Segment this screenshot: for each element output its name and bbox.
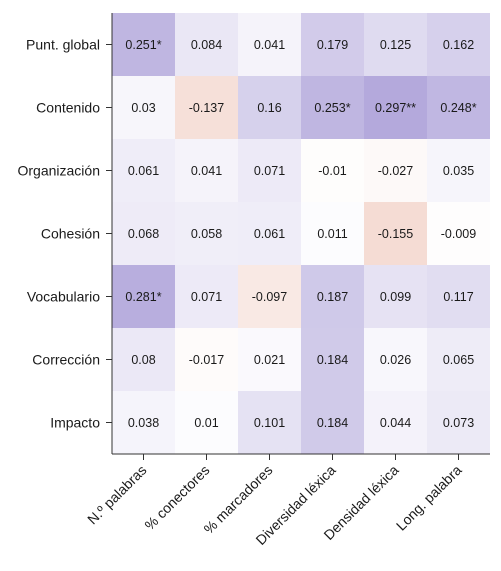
cell-value-label: 0.184 [317, 353, 348, 367]
heatmap-cell [301, 76, 364, 139]
heatmap-cell [112, 139, 175, 202]
heatmap-cell [427, 391, 490, 454]
heatmap-cell [364, 139, 427, 202]
heatmap-cell [112, 76, 175, 139]
heatmap-cell [427, 202, 490, 265]
heatmap-cell [175, 139, 238, 202]
cell-value-label: 0.068 [128, 227, 159, 241]
cell-value-label: 0.065 [443, 353, 474, 367]
x-tick-label: N.º palabras [84, 462, 150, 528]
heatmap-cell [427, 328, 490, 391]
x-tick-label: Long. palabra [393, 462, 465, 534]
heatmap-cell [238, 139, 301, 202]
cell-value-label: 0.071 [191, 290, 222, 304]
cell-value-label: 0.162 [443, 38, 474, 52]
cell-value-label: 0.297** [375, 101, 416, 115]
heatmap-cell [427, 139, 490, 202]
heatmap-cell [238, 265, 301, 328]
cell-value-label: 0.16 [257, 101, 281, 115]
heatmap-cell [112, 265, 175, 328]
cell-value-label: -0.137 [189, 101, 224, 115]
cell-value-label: -0.01 [318, 164, 347, 178]
cell-value-label: 0.187 [317, 290, 348, 304]
cell-value-label: 0.061 [128, 164, 159, 178]
y-tick-label: Punt. global [26, 37, 100, 53]
heatmap-cell [301, 391, 364, 454]
cell-value-label: -0.155 [378, 227, 413, 241]
heatmap-cell [112, 391, 175, 454]
heatmap-cell [301, 328, 364, 391]
heatmap-cell [238, 13, 301, 76]
cell-value-label: 0.041 [254, 38, 285, 52]
cell-value-label: 0.184 [317, 416, 348, 430]
cell-value-label: 0.038 [128, 416, 159, 430]
cell-value-label: 0.026 [380, 353, 411, 367]
cell-value-label: -0.009 [441, 227, 476, 241]
heatmap-cell [301, 202, 364, 265]
cell-value-label: 0.044 [380, 416, 411, 430]
cell-value-label: 0.281* [125, 290, 161, 304]
cell-value-label: -0.017 [189, 353, 224, 367]
cell-value-label: 0.251* [125, 38, 161, 52]
cell-value-label: 0.117 [443, 290, 473, 304]
cell-value-label: 0.061 [254, 227, 285, 241]
cell-value-label: 0.021 [254, 353, 285, 367]
heatmap-cell [427, 265, 490, 328]
cell-value-label: 0.084 [191, 38, 222, 52]
cell-value-label: 0.125 [380, 38, 411, 52]
heatmap-cell [238, 76, 301, 139]
heatmap-cell [301, 139, 364, 202]
cell-value-label: 0.08 [131, 353, 155, 367]
heatmap-cell [364, 265, 427, 328]
heatmap-cell [175, 265, 238, 328]
cell-value-label: 0.073 [443, 416, 474, 430]
heatmap-cell [112, 328, 175, 391]
heatmap-cell [364, 202, 427, 265]
y-tick-label: Organización [18, 163, 101, 179]
cell-value-label: 0.035 [443, 164, 474, 178]
heatmap-cell [301, 13, 364, 76]
cell-value-label: 0.01 [194, 416, 218, 430]
heatmap-cell [112, 202, 175, 265]
cell-value-label: -0.097 [252, 290, 287, 304]
heatmap-cell [175, 76, 238, 139]
heatmap-cell [175, 13, 238, 76]
cell-value-label: 0.179 [317, 38, 348, 52]
heatmap-cell [175, 202, 238, 265]
y-tick-label: Vocabulario [27, 289, 100, 305]
cell-value-label: 0.041 [191, 164, 222, 178]
cell-value-label: 0.03 [131, 101, 155, 115]
cell-value-label: -0.027 [378, 164, 413, 178]
cell-value-label: 0.099 [380, 290, 411, 304]
x-tick-label: % conectores [141, 462, 212, 533]
cell-value-label: 0.101 [254, 416, 285, 430]
heatmap-cells: 0.251* 0.084 0.041 0.179 0.125 0.162 0.03 -0.13… [112, 13, 490, 454]
heatmap-cell [238, 328, 301, 391]
heatmap-cell [364, 391, 427, 454]
heatmap-cell [427, 76, 490, 139]
heatmap-cell [364, 76, 427, 139]
heatmap-cell [364, 328, 427, 391]
cell-value-label: 0.058 [191, 227, 222, 241]
heatmap-cell [301, 265, 364, 328]
cell-value-label: 0.011 [317, 227, 347, 241]
cell-value-label: 0.248* [440, 101, 476, 115]
heatmap-cell [112, 13, 175, 76]
y-tick-label: Contenido [36, 100, 100, 116]
heatmap-cell [175, 328, 238, 391]
heatmap-cell [364, 13, 427, 76]
heatmap-cell [238, 202, 301, 265]
y-tick-label: Cohesión [41, 226, 100, 242]
heatmap-cell [238, 391, 301, 454]
y-tick-label: Corrección [32, 352, 100, 368]
y-tick-label: Impacto [50, 415, 100, 431]
cell-value-label: 0.071 [254, 164, 285, 178]
heatmap-cell [175, 391, 238, 454]
cell-value-label: 0.253* [314, 101, 350, 115]
heatmap-cell [427, 13, 490, 76]
